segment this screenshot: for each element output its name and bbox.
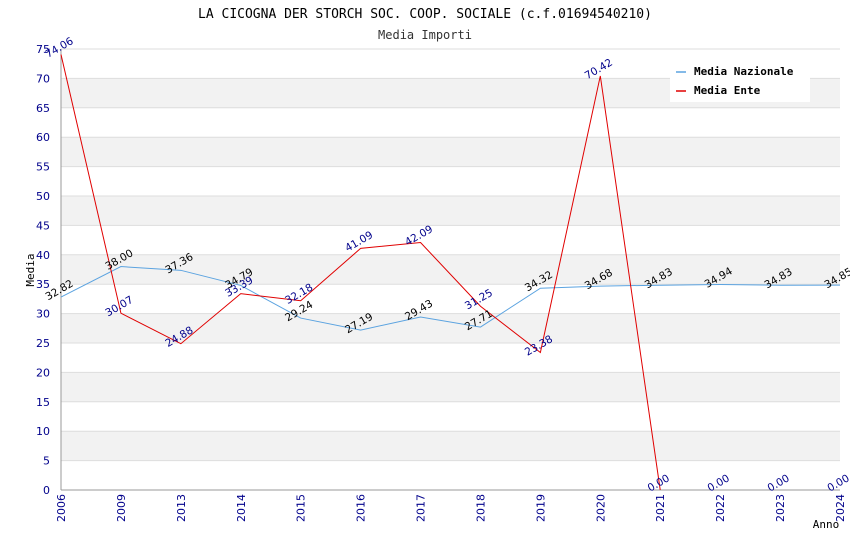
x-tick-label: 2015: [295, 494, 308, 522]
x-tick-label: 2021: [654, 494, 667, 522]
y-tick-label: 45: [36, 219, 50, 232]
data-label-ente: 0.00: [825, 472, 850, 494]
y-tick-label: 40: [36, 249, 50, 262]
x-tick-label: 2016: [355, 494, 368, 522]
y-tick-label: 10: [36, 425, 50, 438]
y-tick-label: 65: [36, 102, 50, 115]
y-tick-label: 20: [36, 366, 50, 379]
grid-band: [61, 372, 840, 402]
y-tick-label: 5: [43, 455, 50, 468]
x-tick-label: 2013: [175, 494, 188, 522]
y-tick-label: 0: [43, 484, 50, 497]
axes: [60, 49, 840, 491]
data-label-ente: 0.00: [765, 472, 791, 494]
x-tick-label: 2006: [55, 494, 68, 522]
x-tick-label: 2017: [415, 494, 428, 522]
x-axis-label: Anno: [813, 518, 840, 531]
grid-band: [61, 137, 840, 167]
x-tick-label: 2018: [474, 494, 487, 522]
y-tick-label: 75: [36, 43, 50, 56]
y-tick-label: 30: [36, 308, 50, 321]
x-tick-label: 2022: [714, 494, 727, 522]
y-tick-label: 70: [36, 72, 50, 85]
grid-band: [61, 431, 840, 461]
legend-label-ente: Media Ente: [694, 84, 761, 97]
grid-band: [61, 313, 840, 343]
data-label-ente: 0.00: [646, 472, 672, 494]
series-lines: [60, 54, 841, 491]
data-label-ente: 42.09: [403, 223, 435, 248]
x-tick-label: 2020: [594, 494, 607, 522]
series-line-ente: [60, 54, 661, 491]
legend: Media Nazionale Media Ente: [670, 60, 810, 102]
x-tick-label: 2023: [774, 494, 787, 522]
x-tick-label: 2014: [235, 494, 248, 522]
y-tick-label: 15: [36, 396, 50, 409]
x-tick-label: 2024: [834, 494, 847, 522]
grid-band: [61, 196, 840, 226]
chart-subtitle: Media Importi: [378, 28, 472, 42]
x-axis-ticks: 2006 2009 2013 2014 2015 2016 2017 2018 2019 2020…: [55, 494, 847, 522]
y-axis-label: Media: [24, 253, 37, 286]
legend-label-nazionale: Media Nazionale: [694, 65, 794, 78]
y-tick-label: 60: [36, 131, 50, 144]
y-axis-ticks: 0 5 10 15 20 25 30 35 40 45 50 55 60 65 70 75: [36, 43, 50, 497]
data-label-ente: 31.25: [463, 287, 495, 312]
y-tick-label: 25: [36, 337, 50, 350]
data-label-ente: 74.06: [43, 35, 75, 61]
x-tick-label: 2009: [115, 494, 128, 522]
legend-box: [670, 60, 810, 102]
y-tick-label: 35: [36, 278, 50, 291]
data-label-ente: 41.09: [343, 229, 375, 254]
y-tick-label: 50: [36, 190, 50, 203]
x-tick-label: 2019: [534, 494, 547, 522]
y-tick-label: 55: [36, 161, 50, 174]
series-line-nazionale: [60, 266, 841, 331]
grid-bands: [61, 78, 840, 461]
data-label-ente: 0.00: [706, 472, 732, 494]
grid-band: [61, 254, 840, 285]
chart-title: LA CICOGNA DER STORCH SOC. COOP. SOCIALE…: [198, 7, 652, 22]
